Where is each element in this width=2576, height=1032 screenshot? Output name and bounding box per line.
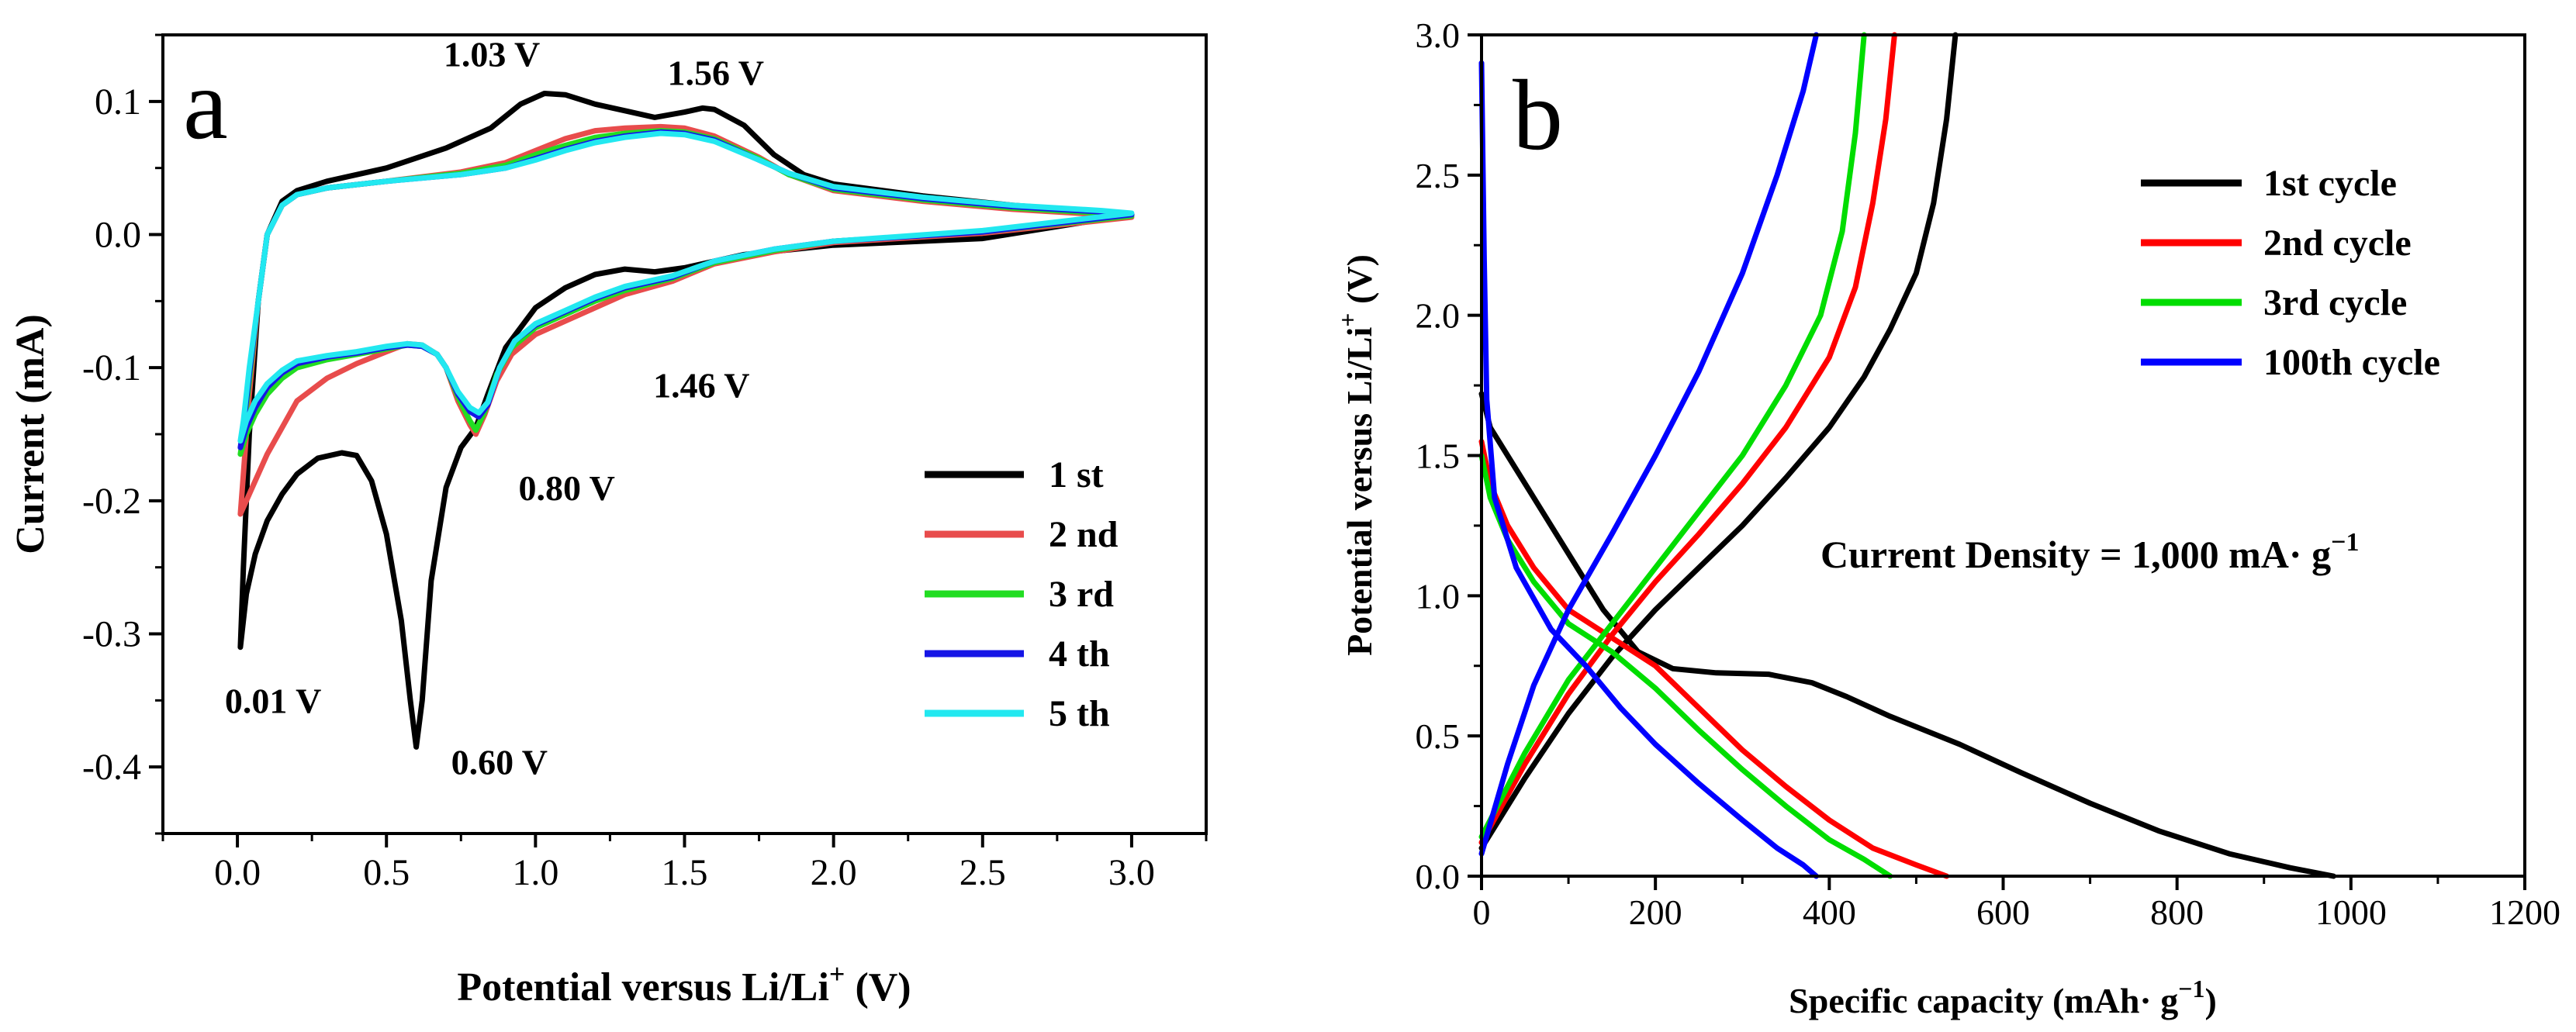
panel-a-peak-label: 1.56 V — [668, 53, 764, 92]
panel-b-y-tick-label: 3.0 — [1416, 16, 1461, 55]
panel-a-x-axis-label: Potential versus Li/Li+ (V) — [457, 958, 911, 1010]
panel-b-xlabel-main: Specific capacity (mAh· g — [1789, 981, 2178, 1020]
panel-b-legend: 1st cycle 2nd cycle 3rd cycle 100th cycle — [2141, 163, 2440, 383]
panel-b-current-density-annotation: Current Density = 1,000 mA· g−1 — [1820, 528, 2359, 576]
panel-b-ylabel-main: Potential versus Li/Li — [1340, 326, 1379, 655]
panel-b-xlabel-sup: −1 — [2178, 975, 2204, 1003]
panel-b-discharge-curve-1st-cycle — [1478, 391, 2336, 879]
panel-a-y-tick-label: 0.1 — [95, 81, 141, 123]
panel-a-y-tick-label: -0.4 — [82, 747, 141, 788]
panel-b-x-tick-label: 1000 — [2315, 892, 2387, 932]
panel-b-legend-label: 1st cycle — [2263, 163, 2397, 204]
panel-a-x-tick-label: 0.0 — [214, 852, 261, 893]
panel-b-label: b — [1513, 60, 1563, 171]
panel-a-y-tick-label: 0.0 — [95, 215, 141, 256]
panel-b-y-tick-label: 0.5 — [1416, 716, 1461, 756]
panel-a-legend-label: 1 st — [1049, 454, 1104, 495]
panel-a-xlabel-suffix: (V) — [845, 965, 911, 1010]
panel-a-cv-plot: 0.0 0.5 1.0 1.5 2.0 2.5 3.0 -0.4 -0.3 -0.2 -0.1 0.0… — [9, 33, 1208, 1010]
panel-b-y-axis-label: Potential versus Li/Li+ (V) — [1333, 254, 1379, 656]
panel-a-label: a — [183, 49, 228, 160]
panel-a-peak-label: 0.60 V — [451, 742, 548, 782]
panel-a-ticks-group: 0.0 0.5 1.0 1.5 2.0 2.5 3.0 -0.4 -0.3 -0.2 -0.1 0.0… — [82, 33, 1208, 893]
panel-a-x-tick-label: 2.5 — [960, 852, 1006, 893]
panel-b-legend-label: 3rd cycle — [2263, 282, 2407, 323]
panel-b-series-group — [1478, 32, 2336, 879]
panel-b-y-tick-label: 2.5 — [1416, 156, 1461, 195]
panel-b-ticks-group: 0 200 400 600 800 1000 1200 0.0 0.5 1.0 1.5 2.0 2.5 3… — [1416, 16, 2561, 932]
panel-a-legend-label: 5 th — [1049, 693, 1110, 734]
panel-b-ylabel-suffix: (V) — [1340, 254, 1379, 312]
panel-b-legend-label: 2nd cycle — [2263, 223, 2412, 264]
panel-a-x-tick-label: 3.0 — [1108, 852, 1155, 893]
panel-a-x-tick-label: 0.5 — [363, 852, 410, 893]
panel-a-y-tick-label: -0.3 — [82, 614, 141, 655]
panel-a-series-line-1-st — [237, 91, 1135, 750]
panel-b-ylabel-sup: + — [1333, 312, 1361, 326]
panel-a-x-tick-label: 1.0 — [512, 852, 558, 893]
panel-a-legend-label: 3 rd — [1049, 574, 1114, 615]
panel-a-y-tick-label: -0.2 — [82, 481, 141, 522]
panel-b-charge-curve-3rd-cycle — [1478, 32, 1867, 840]
panel-a-y-tick-label: -0.1 — [82, 347, 141, 388]
panel-a-y-axis-label: Current (mA) — [9, 314, 53, 554]
panel-b-x-tick-label: 800 — [2150, 892, 2204, 932]
panel-b-charge-discharge-plot: 0 200 400 600 800 1000 1200 0.0 0.5 1.0 1.5 2.0 2.5 3… — [1333, 16, 2560, 1020]
panel-a-peak-label: 0.80 V — [519, 468, 615, 508]
panel-a-x-tick-label: 2.0 — [811, 852, 857, 893]
panel-a-peak-label: 1.46 V — [653, 366, 749, 406]
panel-a-series-line-5-th — [237, 130, 1135, 444]
panel-a-legend-label: 2 nd — [1049, 514, 1119, 555]
panel-a-xlabel-sup: + — [829, 958, 845, 989]
panel-a-xlabel-main: Potential versus Li/Li — [457, 965, 829, 1010]
panel-a-peak-label: 1.03 V — [444, 35, 540, 74]
panel-a-x-tick-label: 1.5 — [662, 852, 708, 893]
panel-b-y-tick-label: 0.0 — [1416, 857, 1461, 896]
panel-a-annotations-group: 1.03 V 1.56 V 1.46 V 0.80 V 0.01 V 0.60 V — [225, 35, 764, 782]
panel-b-y-tick-label: 2.0 — [1416, 296, 1461, 336]
panel-a-legend-label: 4 th — [1049, 633, 1110, 675]
panel-b-annotation-sup: −1 — [2331, 528, 2359, 557]
panel-a-legend: 1 st 2 nd 3 rd 4 th 5 th — [925, 454, 1119, 734]
panel-b-x-tick-label: 200 — [1629, 892, 1682, 932]
panel-b-xlabel-suffix: ) — [2205, 981, 2217, 1020]
panel-b-y-tick-label: 1.5 — [1416, 437, 1461, 476]
panel-b-annotation-main: Current Density = 1,000 mA· g — [1820, 533, 2331, 576]
panel-b-x-tick-label: 1200 — [2489, 892, 2560, 932]
panel-b-charge-curve-2nd-cycle — [1478, 32, 1897, 846]
panel-a-series-group — [237, 91, 1135, 750]
panel-b-x-tick-label: 600 — [1976, 892, 2030, 932]
panel-b-charge-curve-1st-cycle — [1478, 32, 1959, 851]
panel-b-x-axis-label: Specific capacity (mAh· g−1) — [1789, 975, 2217, 1020]
panel-b-x-tick-label: 0 — [1473, 892, 1491, 932]
panel-b-discharge-curve-100th-cycle — [1478, 60, 1819, 879]
panel-b-discharge-curve-2nd-cycle — [1478, 438, 1950, 879]
panel-b-x-tick-label: 400 — [1803, 892, 1856, 932]
panel-b-charge-curve-100th-cycle — [1478, 32, 1819, 857]
panel-b-legend-label: 100th cycle — [2263, 342, 2440, 383]
panel-b-y-tick-label: 1.0 — [1416, 576, 1461, 616]
panel-a-peak-label: 0.01 V — [225, 682, 321, 721]
